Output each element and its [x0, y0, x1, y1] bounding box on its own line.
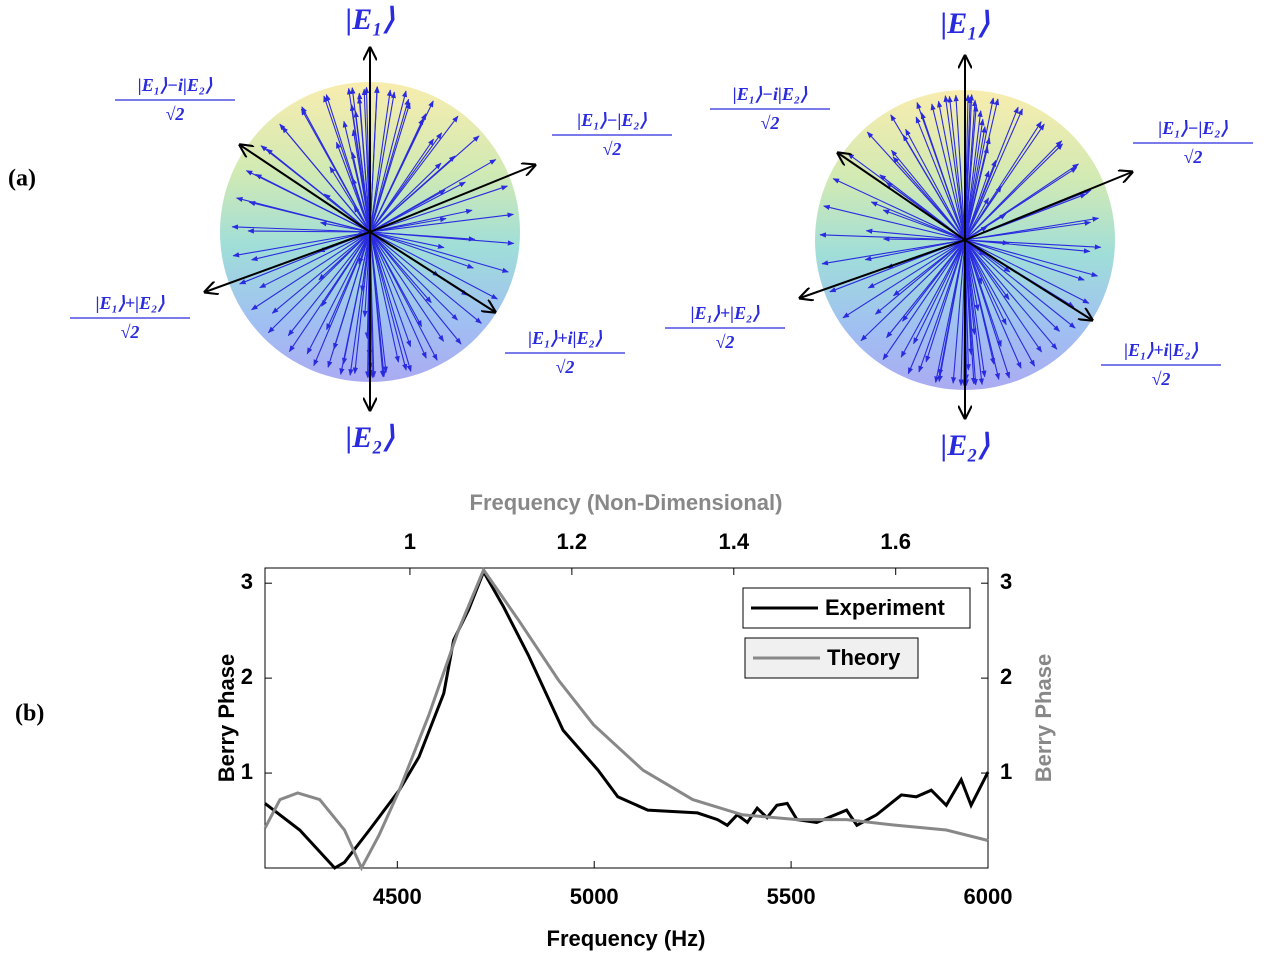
state-label: |E₂⟩ — [346, 421, 395, 454]
x2-tick-label: 1 — [404, 529, 416, 554]
y-axis-title: Berry Phase — [214, 654, 239, 782]
state-numerator: |E₁⟩−i|E₂⟩ — [138, 75, 213, 95]
state-numerator: |E₁⟩+|E₂⟩ — [96, 293, 166, 313]
legend-label: Experiment — [825, 595, 945, 620]
state-numerator: |E₁⟩−i|E₂⟩ — [733, 84, 808, 104]
x-tick-label: 5000 — [570, 884, 619, 909]
panel-label: (a) — [8, 166, 36, 192]
x2-tick-label: 1.6 — [880, 529, 911, 554]
state-numerator: |E₁⟩+i|E₂⟩ — [1124, 340, 1199, 360]
state-denominator: √2 — [761, 113, 780, 133]
state-numerator: |E₁⟩+|E₂⟩ — [691, 303, 761, 323]
state-denominator: √2 — [716, 332, 735, 352]
y-tick-label: 1 — [241, 759, 253, 784]
legend-label: Theory — [827, 645, 901, 670]
state-label: |E₂⟩ — [941, 429, 990, 462]
x2-tick-label: 1.2 — [557, 529, 588, 554]
y2-tick-label: 2 — [1000, 664, 1012, 689]
y2-axis-title: Berry Phase — [1031, 654, 1056, 782]
y-tick-label: 3 — [241, 569, 253, 594]
chart: 4500 5000 5500 6000 1 1.2 1.4 1.6 1 2 3 1 2 3 Frequenc… — [214, 490, 1056, 951]
x2-axis-title: Frequency (Non-Dimensional) — [470, 490, 783, 515]
state-label: |E₁⟩ — [346, 3, 395, 36]
spheres: |E₁⟩ |E₂⟩ |E₁⟩−i|E₂⟩ √2 |E₁⟩−|E₂⟩ √2 |E₁⟩+|E₂⟩… — [70, 3, 1253, 462]
state-denominator: √2 — [603, 139, 622, 159]
state-numerator: |E₁⟩+i|E₂⟩ — [528, 328, 603, 348]
x-tick-label: 5500 — [767, 884, 816, 909]
x-tick-label: 4500 — [373, 884, 422, 909]
y2-tick-label: 1 — [1000, 759, 1012, 784]
state-numerator: |E₁⟩−|E₂⟩ — [577, 110, 647, 130]
x-tick-label: 6000 — [964, 884, 1013, 909]
bloch-sphere: |E₁⟩ |E₂⟩ |E₁⟩−i|E₂⟩ √2 |E₁⟩−|E₂⟩ √2 |E₁⟩+|E₂⟩… — [70, 3, 672, 454]
state-denominator: √2 — [166, 104, 185, 124]
state-denominator: √2 — [1152, 369, 1171, 389]
y-tick-label: 2 — [241, 664, 253, 689]
x2-tick-label: 1.4 — [718, 529, 749, 554]
y2-tick-label: 3 — [1000, 569, 1012, 594]
x-axis-title: Frequency (Hz) — [547, 926, 706, 951]
bloch-sphere: |E₁⟩ |E₂⟩ |E₁⟩−i|E₂⟩ √2 |E₁⟩−|E₂⟩ √2 |E₁⟩+|E₂⟩… — [665, 7, 1253, 462]
state-denominator: √2 — [556, 357, 575, 377]
state-denominator: √2 — [1184, 147, 1203, 167]
state-label: |E₁⟩ — [941, 7, 990, 40]
state-denominator: √2 — [121, 322, 140, 342]
panel-label: (b) — [15, 701, 44, 727]
state-numerator: |E₁⟩−|E₂⟩ — [1158, 118, 1228, 138]
